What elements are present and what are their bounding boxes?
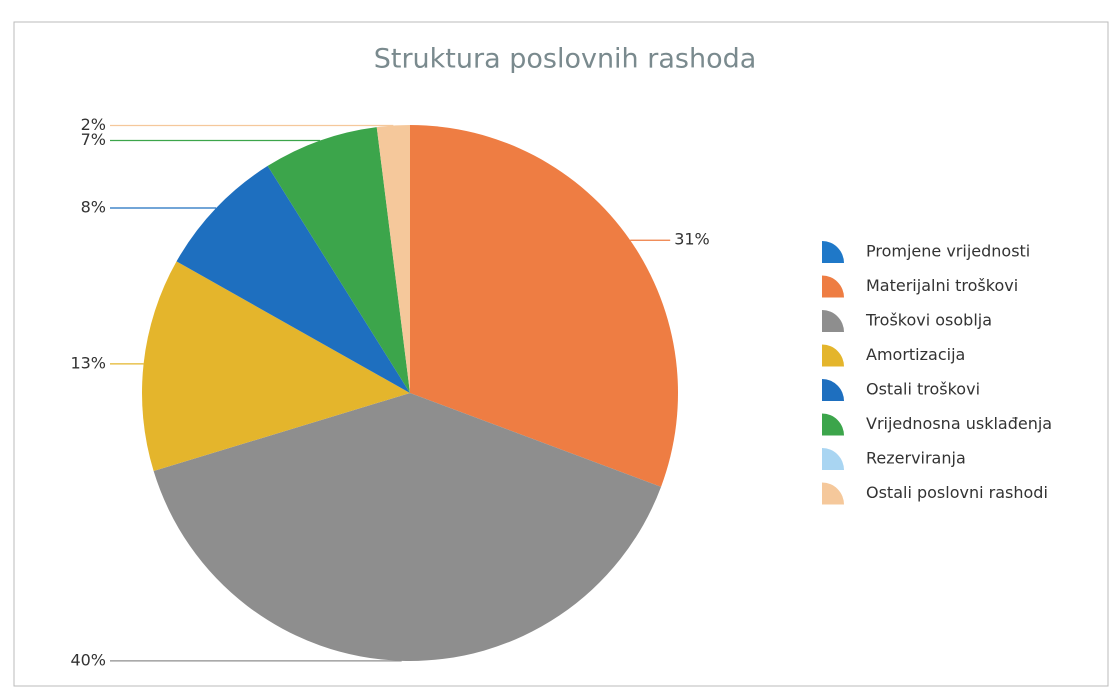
- legend-swatch: [822, 448, 844, 470]
- legend-swatch: [822, 344, 844, 367]
- legend-label: Promjene vrijednosti: [866, 242, 1030, 261]
- legend-label: Rezerviranja: [866, 449, 966, 468]
- legend-swatch: [822, 413, 844, 436]
- legend-swatch: [822, 310, 844, 332]
- chart-title: Struktura poslovnih rashoda: [374, 44, 757, 75]
- data-label: 8%: [81, 197, 106, 216]
- data-label: 40%: [70, 650, 106, 669]
- data-label: 31%: [674, 230, 710, 249]
- pie-slice: [142, 261, 410, 472]
- legend-label: Ostali poslovni rashodi: [866, 483, 1048, 502]
- legend-swatch: [822, 379, 844, 401]
- legend-swatch: [822, 482, 844, 505]
- legend-swatch: [822, 241, 844, 263]
- legend-label: Materijalni troškovi: [866, 276, 1018, 295]
- pie-slice: [376, 125, 410, 393]
- legend-label: Amortizacija: [866, 345, 965, 364]
- pie-slice: [267, 127, 410, 394]
- pie-slice: [410, 125, 678, 487]
- data-label: 13%: [70, 353, 106, 372]
- legend-label: Troškovi osoblja: [865, 311, 992, 330]
- legend-label: Vrijednosna usklađenja: [866, 414, 1052, 433]
- data-label: 2%: [81, 115, 106, 134]
- legend-label: Ostali troškovi: [866, 380, 980, 399]
- legend-swatch: [822, 275, 844, 298]
- pie-slice: [176, 165, 410, 393]
- data-label: 7%: [81, 130, 106, 149]
- pie-slice: [153, 393, 662, 661]
